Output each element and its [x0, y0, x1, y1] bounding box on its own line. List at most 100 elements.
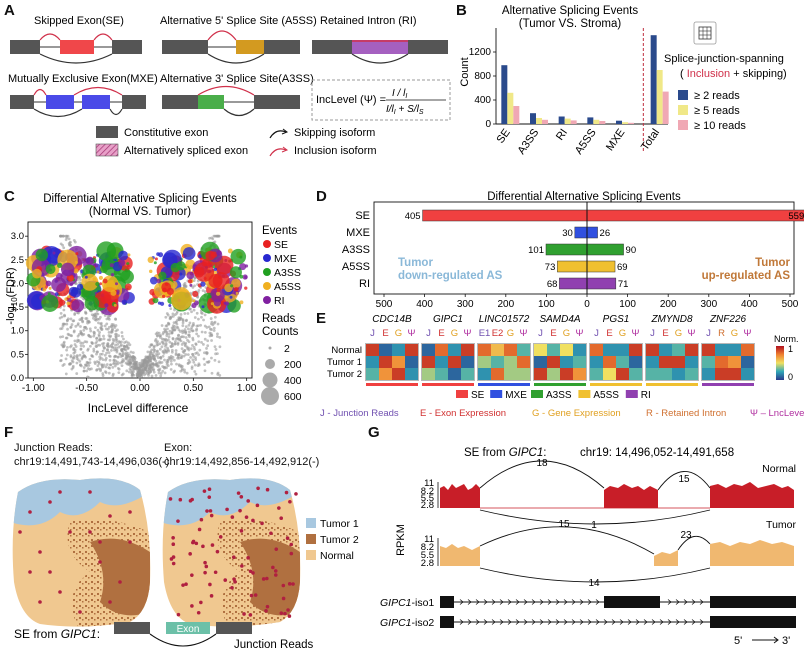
heatmap-cell	[741, 344, 754, 356]
f-left-tissue-map	[12, 478, 151, 627]
heatmap-col-header: G	[451, 328, 458, 339]
heatmap-type-label: A5SS	[593, 390, 619, 401]
f-right-dot	[277, 506, 281, 510]
heatmap-col-header: E	[438, 328, 444, 339]
heatmap-norm-min: 0	[788, 372, 793, 382]
heatmap-type-bar	[534, 383, 586, 386]
heatmap-col-header: G	[675, 328, 682, 339]
g-normal-junction-3	[479, 509, 711, 525]
heatmap-cell	[435, 356, 448, 368]
se-diagram	[10, 33, 142, 64]
f-right-dot	[265, 604, 270, 609]
heatmap-cell	[616, 344, 629, 356]
chart-b-category-label: MXE	[604, 127, 628, 153]
f-right-dot	[286, 608, 290, 612]
g-tumor-junction-2-label: 23	[680, 530, 692, 541]
chart-d-bar-up	[586, 226, 598, 239]
f-right-dot	[199, 600, 203, 605]
heatmap-type-label: A3SS	[546, 390, 572, 401]
f-left-dot	[108, 514, 112, 518]
heatmap-col-header: J	[426, 328, 431, 339]
panel-label-b: B	[456, 2, 467, 19]
g-tumor-ytick-0: 11	[424, 534, 434, 545]
heatmap-cell	[534, 356, 547, 368]
f-right-dot	[208, 509, 213, 513]
chart-c-title: Differential Alternative Splicing Events	[43, 193, 237, 205]
chart-b-bar	[513, 106, 520, 124]
heatmap-cell	[366, 368, 379, 380]
constitutive-exon-swatch	[96, 126, 118, 138]
heatmap-cell	[504, 368, 517, 380]
chart-c-legend-label: MXE	[274, 253, 297, 265]
g-normal-ytick-1: 8.2	[421, 486, 434, 497]
g-isoform-arrow-icon	[683, 619, 688, 625]
heatmap-gene-label: ZNF226	[709, 314, 747, 325]
f-right-dot	[230, 585, 234, 590]
g-isoform-arrow-icon	[499, 599, 504, 605]
heatmap-cell	[715, 356, 728, 368]
heatmap-cell	[534, 344, 547, 356]
chart-b-bar	[662, 91, 669, 124]
g-direction-3: 3'	[782, 635, 790, 647]
chart-c-legend-dot	[263, 296, 271, 304]
g-isoform-arrow-icon	[587, 599, 592, 605]
heatmap-cell	[366, 344, 379, 356]
f-right-dot	[273, 569, 278, 573]
g-isoform-arrow-icon	[467, 619, 472, 625]
heatmap-cell	[379, 368, 392, 380]
g-iso1-exon1	[440, 596, 454, 608]
chart-d-category-label: MXE	[346, 227, 370, 239]
g-iso2-exon3	[710, 616, 796, 628]
g-normal-track: 11 8.2 5.5 2.8 18 15 1 Normal	[421, 458, 796, 531]
chart-b-ylabel: Count	[459, 57, 471, 86]
f-right-dot	[203, 560, 207, 565]
heatmap-cell	[616, 356, 629, 368]
heatmap-cell	[685, 356, 698, 368]
chart-c-size-circle	[265, 359, 275, 369]
chart-b-bar	[507, 92, 514, 124]
f-right-dot	[169, 557, 174, 561]
g-isoform-arrow-icon	[531, 619, 536, 625]
heatmap-cell	[461, 344, 474, 356]
heatmap-type-bar	[646, 383, 698, 386]
heatmap-col-header: J	[594, 328, 599, 339]
g-isoform-arrow-icon	[555, 599, 560, 605]
heatmap-footer-label: J - Junction Reads	[320, 408, 399, 419]
g-tumor-junction-1	[479, 526, 655, 555]
chart-d-right-label-1: Tumor	[755, 257, 790, 269]
f-legend-tumor2-label: Tumor 2	[320, 534, 359, 546]
heatmap-cell	[573, 356, 586, 368]
g-isoform-arrow-icon	[659, 619, 664, 625]
f-legend-normal-label: Normal	[320, 550, 354, 562]
g-normal-junction-1	[479, 460, 605, 489]
chart-d-down-value: 101	[528, 245, 544, 256]
g-isoform-arrow-icon	[563, 619, 568, 625]
chart-d-up-value: 90	[626, 245, 637, 256]
chart-d-category-label: RI	[359, 278, 370, 290]
panel-a-diagram: Skipped Exon(SE) Alternative 5' Splice S…	[8, 15, 451, 157]
g-iso1-label: GIPC1-iso1	[380, 597, 434, 609]
panel-f: Junction Reads: chr19:14,491,743-14,496,…	[0, 424, 368, 651]
f-right-dot	[207, 487, 212, 492]
heatmap-cell	[590, 368, 603, 380]
f-left-dot	[58, 490, 62, 494]
heatmap-col-header: Ψ	[464, 328, 472, 339]
f-right-dot	[281, 583, 286, 588]
heatmap-cell	[461, 356, 474, 368]
g-isoform-arrow-icon	[483, 619, 488, 625]
heatmap-gene-label: PGS1	[603, 314, 630, 325]
chart-c-xlabel: IncLevel difference	[88, 401, 189, 415]
f-right-dot	[215, 549, 220, 554]
chart-c-size-circle	[261, 387, 279, 405]
chart-b-bar	[656, 70, 663, 124]
heatmap-type-bar	[366, 383, 418, 386]
heatmap-row-label: Tumor 2	[327, 369, 362, 380]
chart-b-bar	[570, 120, 577, 124]
f-right-dot	[260, 521, 264, 526]
g-coords: chr19: 14,496,052-14,491,658	[580, 447, 734, 459]
g-isoform-arrow-icon	[571, 599, 576, 605]
chart-d-xtick-label: 200	[660, 299, 677, 310]
chart-b-bar	[628, 122, 634, 124]
g-isoform-arrow-icon	[699, 599, 704, 605]
heatmap-cell	[685, 344, 698, 356]
